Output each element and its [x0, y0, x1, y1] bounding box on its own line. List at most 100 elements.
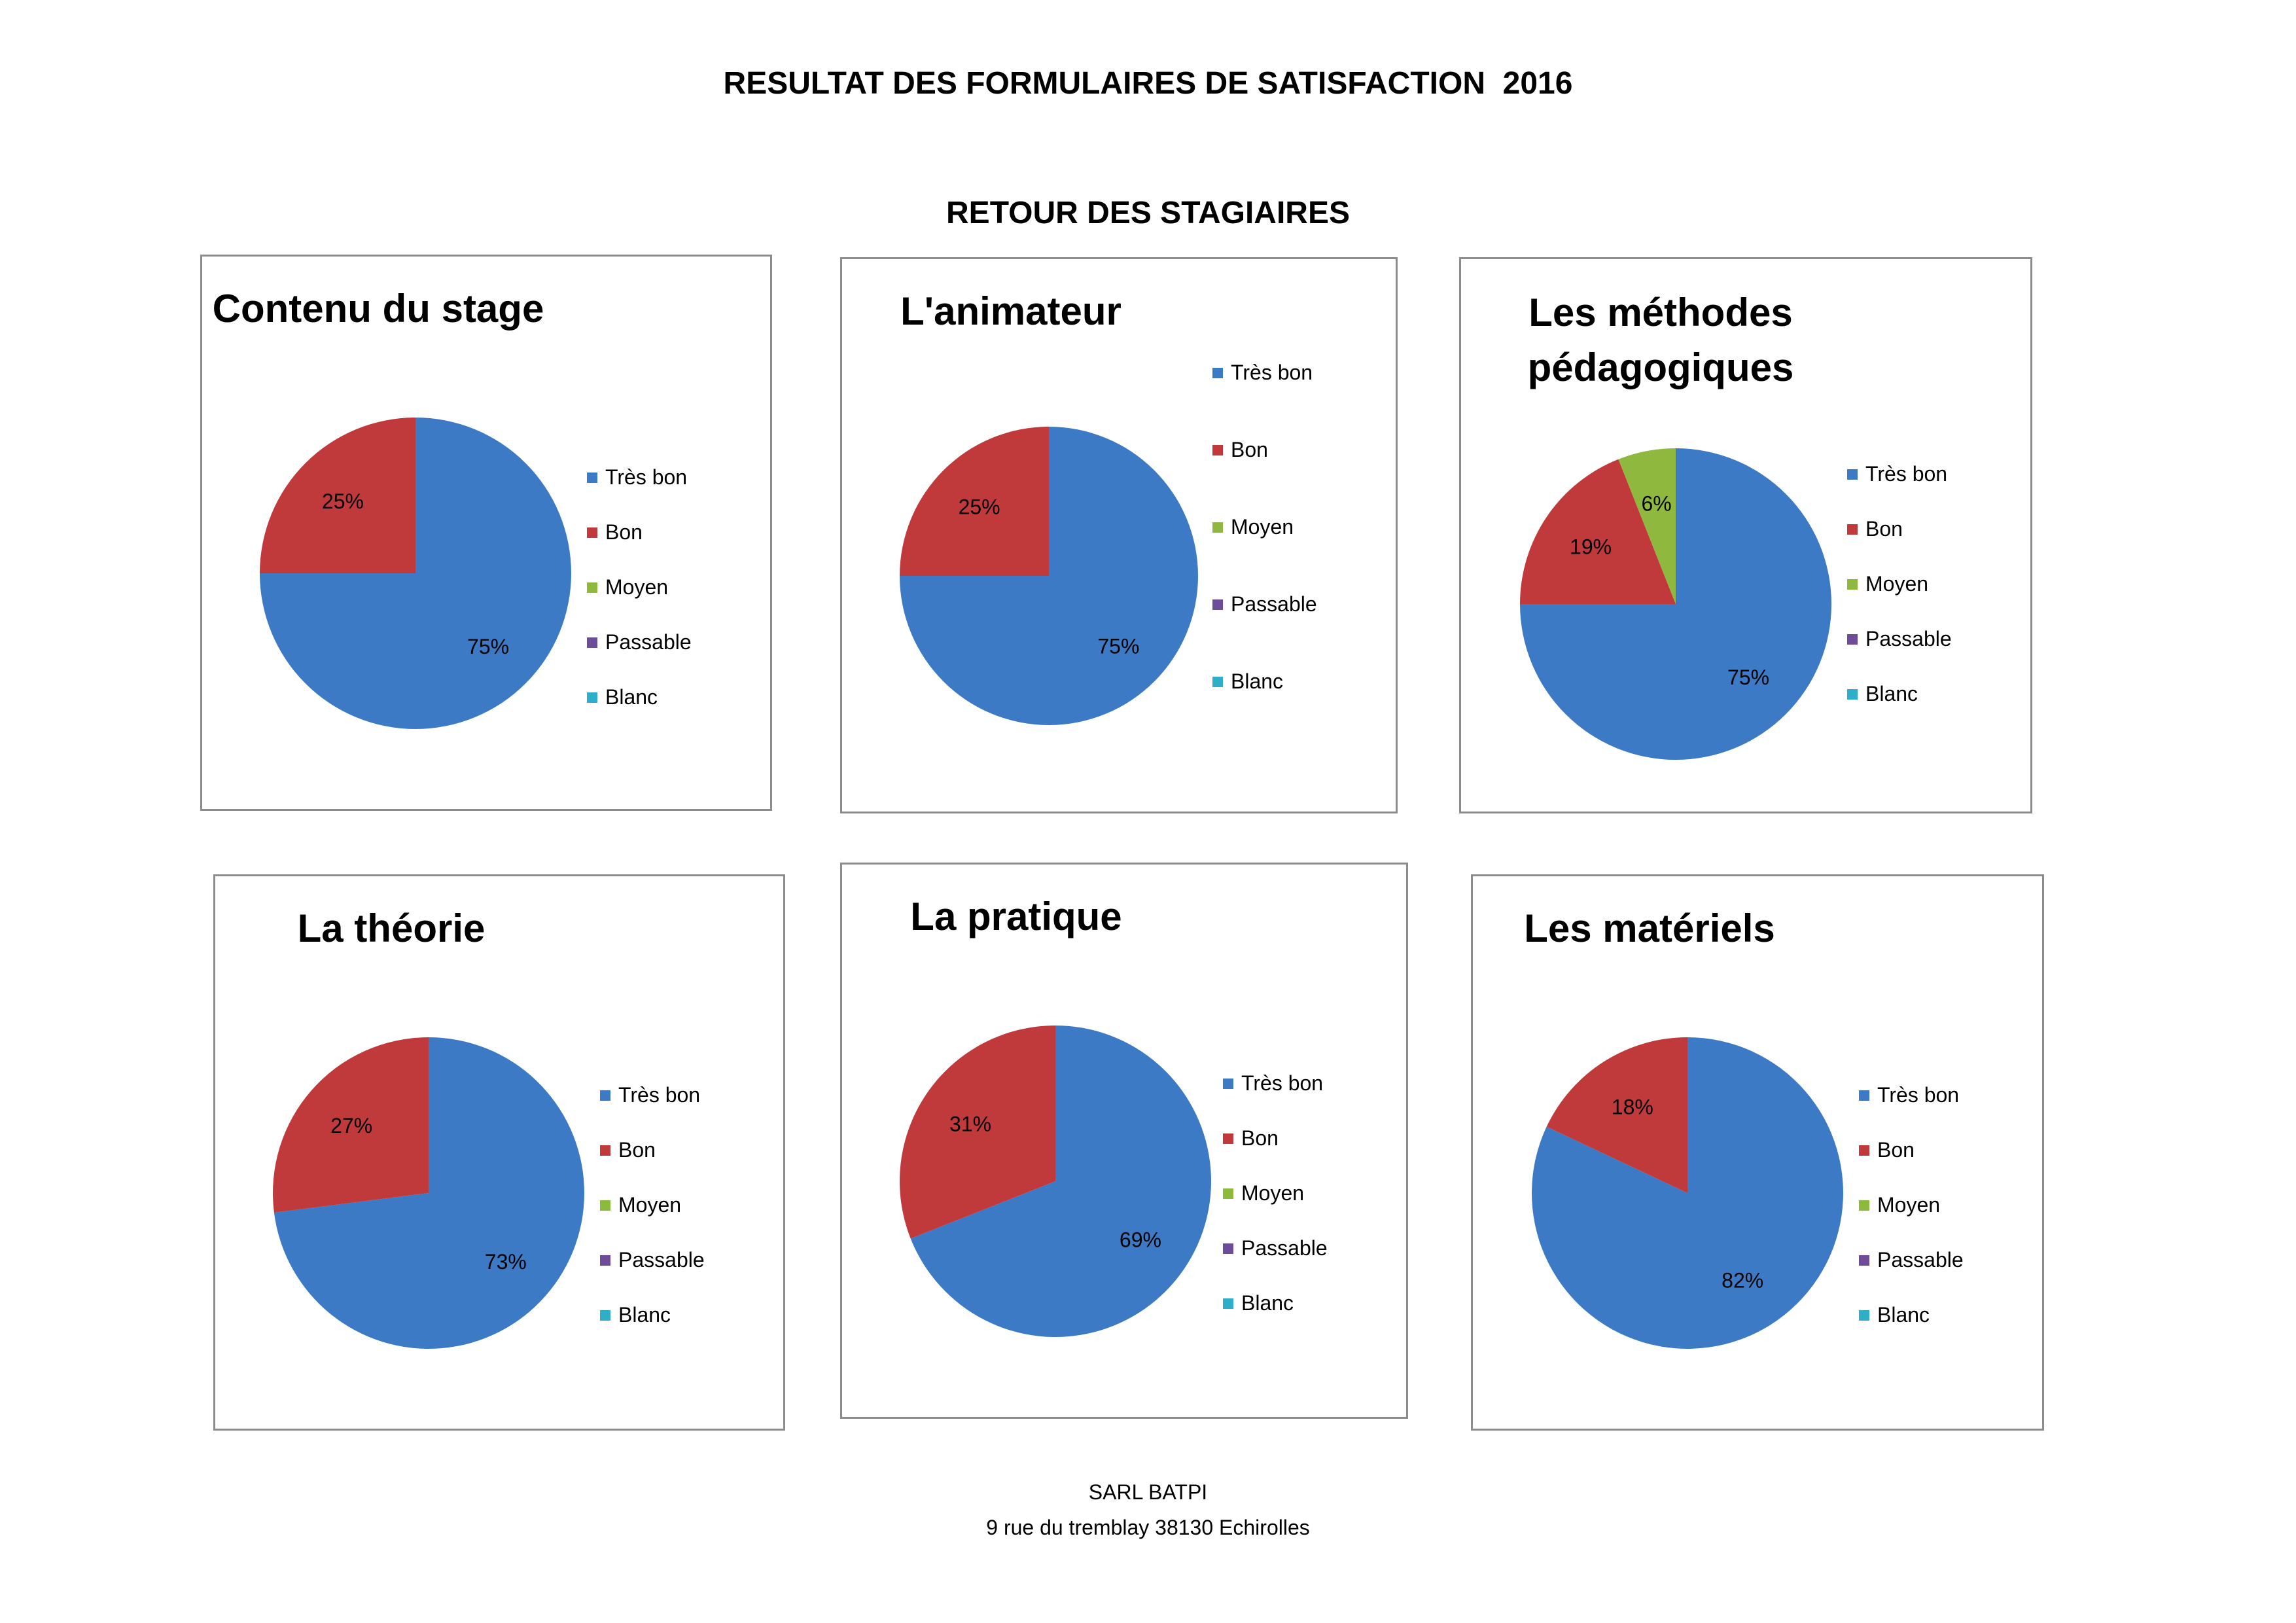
pie-chart: 75% 19% 6% [1520, 448, 1831, 760]
legend-swatch [587, 637, 597, 648]
legend-label: Blanc [1877, 1303, 1930, 1327]
chart-title: L'animateur [900, 289, 1122, 333]
legend-swatch [1223, 1188, 1233, 1199]
legend-label: Très bon [618, 1083, 701, 1107]
legend-swatch [1847, 579, 1858, 590]
legend-item: Moyen [587, 575, 668, 599]
legend-label: Très bon [1241, 1071, 1324, 1095]
pie-slice-bon [1520, 459, 1676, 604]
legend-label: Bon [1865, 517, 1903, 541]
legend-item: Moyen [1859, 1193, 1940, 1217]
pie-slice-bon [260, 418, 415, 573]
legend-item: Blanc [600, 1303, 671, 1327]
legend-item: Blanc [587, 685, 658, 709]
legend-label: Passable [1231, 592, 1317, 616]
legend-label: Très bon [1877, 1083, 1960, 1107]
legend-swatch [1859, 1310, 1869, 1321]
pie-slice-tr-s-bon [274, 1037, 584, 1349]
legend-label: Moyen [1877, 1193, 1941, 1217]
legend-item: Passable [1859, 1248, 1964, 1272]
legend-label: Blanc [1241, 1291, 1294, 1315]
legend-label: Blanc [1231, 669, 1284, 693]
legend-swatch [587, 527, 597, 538]
legend-item: Bon [1212, 438, 1268, 461]
pie-slice-bon [273, 1037, 429, 1213]
legend-item: Moyen [1212, 515, 1294, 539]
legend-item: Bon [1847, 517, 1903, 541]
legend-item: Passable [1223, 1236, 1328, 1260]
chart-panel: L'animateur 75% 25% Très bon Bon Moyen Passabl… [840, 257, 1398, 813]
legend-swatch [1847, 524, 1858, 535]
legend-swatch [600, 1090, 610, 1101]
legend-item: Passable [1212, 592, 1317, 616]
legend-label: Bon [1877, 1138, 1915, 1162]
legend-label: Moyen [605, 575, 669, 599]
legend-label: Bon [1241, 1126, 1279, 1150]
legend-swatch [1859, 1145, 1869, 1156]
pie-chart: 82% 18% [1532, 1037, 1843, 1349]
data-label: 27% [330, 1114, 372, 1137]
legend-label: Bon [605, 520, 643, 544]
pie-slice-tr-s-bon [910, 1026, 1211, 1337]
legend-label: Blanc [1865, 682, 1918, 705]
legend-swatch [1223, 1133, 1233, 1144]
footer-company: SARL BATPI [1088, 1480, 1208, 1504]
legend-label: Passable [1865, 627, 1952, 651]
page-subtitle: RETOUR DES STAGIAIRES [946, 196, 1350, 230]
page-title: RESULTAT DES FORMULAIRES DE SATISFACTION… [723, 66, 1573, 101]
legend-label: Bon [618, 1138, 656, 1162]
data-label: 31% [949, 1113, 991, 1136]
legend-label: Moyen [618, 1193, 682, 1217]
pie-chart: 73% 27% [273, 1037, 584, 1349]
data-label: 19% [1570, 535, 1612, 559]
legend-swatch [1212, 445, 1223, 455]
chart-title: Contenu du stage [212, 287, 544, 330]
legend-label: Passable [618, 1248, 705, 1272]
legend-item: Très bon [1223, 1071, 1323, 1095]
legend-item: Passable [1847, 627, 1952, 651]
legend-item: Moyen [600, 1193, 681, 1217]
legend-label: Bon [1231, 438, 1268, 461]
legend-swatch [1212, 599, 1223, 610]
pie-slice-bon [900, 427, 1049, 576]
legend-item: Blanc [1212, 669, 1283, 693]
data-label: 82% [1722, 1269, 1763, 1293]
legend-label: Blanc [618, 1303, 671, 1327]
legend-item: Bon [1223, 1126, 1279, 1150]
legend-item: Bon [600, 1138, 656, 1162]
legend-item: Bon [587, 520, 643, 544]
pie-chart: 75% 25% [900, 427, 1198, 725]
legend-swatch [1847, 469, 1858, 480]
pie-chart: 75% 25% [260, 418, 571, 729]
legend-item: Blanc [1223, 1291, 1294, 1315]
pie-slice-moyen [1618, 448, 1676, 604]
legend-label: Moyen [1865, 572, 1929, 596]
legend-item: Très bon [1859, 1083, 1959, 1107]
chart-legend: Très bon Bon Moyen Passable Blanc [1859, 1083, 2042, 1358]
pie-chart: 69% 31% [900, 1026, 1211, 1337]
legend-label: Moyen [1231, 515, 1294, 539]
legend-label: Très bon [1231, 361, 1313, 384]
data-label: 75% [467, 635, 509, 658]
data-label: 75% [1727, 666, 1769, 689]
legend-label: Passable [1241, 1236, 1328, 1260]
pie-slice-bon [1546, 1037, 1687, 1193]
legend-label: Passable [1877, 1248, 1964, 1272]
legend-item: Blanc [1859, 1303, 1930, 1327]
data-label: 25% [322, 490, 364, 513]
chart-panel: Les méthodes pédagogiques 75% 19% 6% Très bo… [1459, 257, 2032, 813]
legend-swatch [1223, 1079, 1233, 1089]
legend-swatch [600, 1255, 610, 1266]
legend-swatch [1847, 689, 1858, 700]
legend-swatch [600, 1310, 610, 1321]
pie-slice-bon [900, 1026, 1055, 1239]
data-label: 25% [959, 495, 1000, 519]
legend-label: Blanc [605, 685, 658, 709]
data-label: 18% [1612, 1095, 1653, 1118]
legend-swatch [587, 692, 597, 703]
footer-address: 9 rue du tremblay 38130 Echirolles [986, 1516, 1310, 1539]
legend-swatch [1212, 368, 1223, 378]
legend-swatch [1223, 1298, 1233, 1309]
legend-label: Moyen [1241, 1181, 1305, 1205]
legend-swatch [1212, 522, 1223, 533]
